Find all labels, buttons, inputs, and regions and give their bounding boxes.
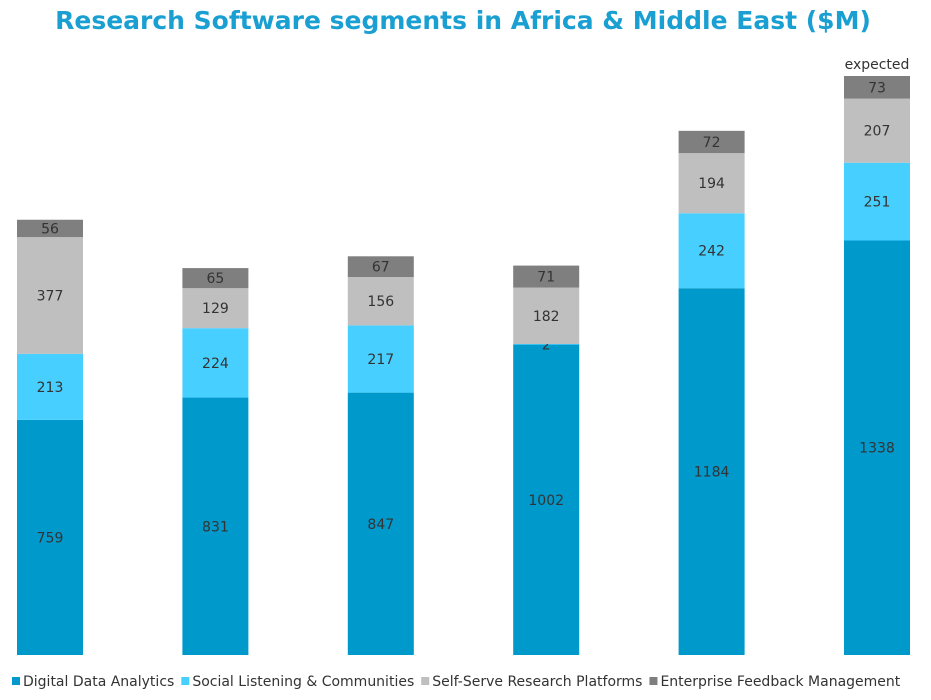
bar-segment xyxy=(182,268,249,289)
data-label: 213 xyxy=(37,380,64,396)
bar-segment xyxy=(347,392,414,655)
legend-label: Enterprise Feedback Management xyxy=(660,674,900,690)
bar-segment xyxy=(513,287,580,344)
legend-marker xyxy=(649,677,658,685)
legend-label: Self-Serve Research Platforms xyxy=(432,674,642,690)
data-label: 759 xyxy=(37,530,64,546)
bar-segment xyxy=(182,288,249,329)
bar-segment xyxy=(17,419,83,655)
data-label: 73 xyxy=(868,80,886,96)
data-label: 242 xyxy=(698,244,725,260)
bar-segment xyxy=(513,265,580,288)
bar-segment xyxy=(17,219,83,238)
legend-label: Digital Data Analytics xyxy=(23,674,174,690)
bar-segment xyxy=(844,240,910,655)
bar-segment xyxy=(678,153,745,214)
data-label: 65 xyxy=(206,271,224,287)
bar-segment xyxy=(844,162,910,241)
data-label: 217 xyxy=(367,352,394,368)
data-label: 831 xyxy=(202,519,229,535)
data-label: 72 xyxy=(703,135,721,151)
data-label: 224 xyxy=(202,356,229,372)
data-label: 2 xyxy=(542,337,551,353)
data-label: 1338 xyxy=(859,441,895,457)
legend-marker xyxy=(12,677,20,685)
bar-segment xyxy=(17,353,83,420)
bar-segment xyxy=(347,277,414,326)
data-label: 56 xyxy=(41,221,59,237)
legend-marker xyxy=(181,677,190,685)
bar-segment xyxy=(844,76,910,99)
bar-segment xyxy=(678,130,745,154)
bar-segment xyxy=(347,325,414,393)
bar-segment xyxy=(17,237,83,354)
legend-label: Social Listening & Communities xyxy=(192,674,414,690)
data-label: 182 xyxy=(533,309,560,325)
legend-marker xyxy=(421,677,430,685)
bar-segment xyxy=(182,328,249,398)
data-label: 377 xyxy=(37,288,64,304)
data-label: 847 xyxy=(367,517,394,533)
annotation: expected xyxy=(845,57,910,73)
bar-segment xyxy=(844,98,910,163)
data-label: 71 xyxy=(537,270,555,286)
bar-segment xyxy=(347,256,414,278)
data-label: 67 xyxy=(372,260,390,276)
data-label: 156 xyxy=(367,294,394,310)
data-label: 1184 xyxy=(694,465,730,481)
bar-segment xyxy=(513,343,580,345)
data-label: 251 xyxy=(864,195,891,211)
data-label: 194 xyxy=(698,176,725,192)
data-label: 129 xyxy=(202,301,229,317)
chart-title: Research Software segments in Africa & M… xyxy=(55,6,871,35)
data-label: 1002 xyxy=(528,493,564,509)
bar-segment xyxy=(678,213,745,289)
bar-segment xyxy=(678,288,745,655)
bar-segment xyxy=(182,397,249,655)
data-label: 207 xyxy=(864,124,891,140)
bar-segment xyxy=(513,344,580,655)
